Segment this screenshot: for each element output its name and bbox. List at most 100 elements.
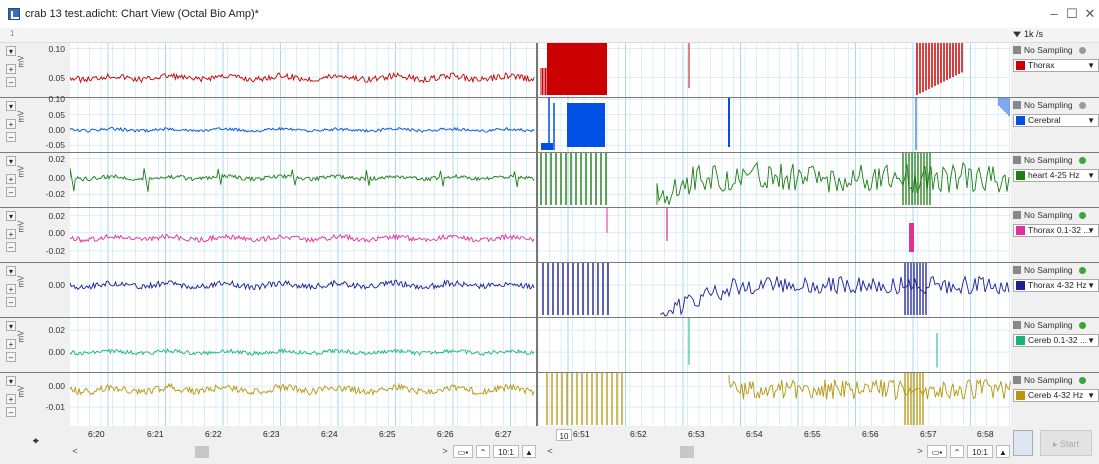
- chevron-down-icon: ▼: [1087, 116, 1095, 125]
- zoom-in-scale-button[interactable]: +: [6, 229, 16, 239]
- sampling-select[interactable]: No Sampling: [1013, 45, 1099, 57]
- status-indicator-icon: [1078, 47, 1086, 54]
- lane-controls: ▾ + –: [6, 266, 19, 310]
- chevron-down-icon: [1013, 31, 1021, 38]
- zoom-out-scale-button[interactable]: –: [6, 187, 16, 197]
- status-indicator-icon: [1078, 267, 1086, 274]
- maximize-button[interactable]: ☐: [1066, 6, 1078, 21]
- fit-view-icon[interactable]: ▭▪: [453, 445, 473, 458]
- y-tick-label: 0.00: [48, 172, 65, 183]
- page-number: 1: [10, 29, 15, 38]
- chevron-down-icon[interactable]: ▾: [6, 156, 16, 166]
- chevron-down-icon: ▼: [1087, 171, 1095, 180]
- chevron-down-icon[interactable]: ▾: [6, 101, 16, 111]
- channel-color-swatch: [1016, 116, 1025, 125]
- sampling-select[interactable]: No Sampling: [1013, 210, 1099, 222]
- y-tick-label: 0.00: [48, 227, 65, 238]
- scroll-right-icon-2[interactable]: >: [917, 446, 923, 456]
- zoom-out-icon[interactable]: ⌃: [476, 445, 490, 458]
- zoom-in-scale-button[interactable]: +: [6, 174, 16, 184]
- channel-select-thorax-01-32[interactable]: Thorax 0.1-32 ... ▼: [1013, 224, 1099, 237]
- start-button[interactable]: ▸ Start: [1040, 430, 1092, 456]
- sampling-label: No Sampling: [1024, 100, 1073, 110]
- fit-view-icon-2[interactable]: ▭▪: [927, 445, 947, 458]
- trace-plot-thorax-01-32[interactable]: [70, 208, 1011, 262]
- time-tick-label: 6:54: [746, 429, 763, 439]
- chevron-down-icon[interactable]: ▾: [6, 46, 16, 56]
- channel-select-cereb-4-32[interactable]: Cereb 4-32 Hz ▼: [1013, 389, 1099, 402]
- lane-controls: ▾ + –: [6, 321, 19, 365]
- sample-rate-select[interactable]: 1k /s: [1013, 29, 1043, 39]
- channel-select-heart[interactable]: heart 4-25 Hz ▼: [1013, 169, 1099, 182]
- chevron-down-icon[interactable]: ▾: [6, 211, 16, 221]
- channel-settings: No Sampling heart 4-25 Hz ▼: [1013, 155, 1099, 182]
- zoom-ratio-left[interactable]: 10:1: [493, 445, 519, 458]
- status-indicator-icon: [1078, 212, 1086, 219]
- channel-select-thorax[interactable]: Thorax ▼: [1013, 59, 1099, 72]
- chevron-down-icon[interactable]: ▾: [6, 266, 16, 276]
- zoom-out-scale-button[interactable]: –: [6, 352, 16, 362]
- trace-plot-cerebral[interactable]: [70, 98, 1011, 152]
- zoom-out-scale-button[interactable]: –: [6, 297, 16, 307]
- trace-plot-cereb-01-32[interactable]: [70, 318, 1011, 372]
- time-tick-label: 6:22: [205, 429, 222, 439]
- start-label: Start: [1060, 439, 1080, 449]
- sampling-select[interactable]: No Sampling: [1013, 375, 1099, 387]
- chevron-down-icon[interactable]: ▾: [6, 376, 16, 386]
- trace-plot-heart[interactable]: [70, 153, 1011, 207]
- zoom-out-scale-button[interactable]: –: [6, 407, 16, 417]
- y-tick-label: 0.00: [48, 124, 65, 135]
- dropdown-icon: [1013, 46, 1021, 54]
- channel-name: Thorax 0.1-32 ...: [1028, 225, 1091, 235]
- scroll-thumb-right[interactable]: [680, 446, 694, 458]
- channel-select-thorax-4-32[interactable]: Thorax 4-32 Hz ▼: [1013, 279, 1099, 292]
- scroll-thumb-left[interactable]: [195, 446, 209, 458]
- scroll-right-icon[interactable]: >: [442, 446, 448, 456]
- chevron-down-icon: ▼: [1087, 336, 1095, 345]
- trace-plot-thorax[interactable]: [70, 43, 1011, 97]
- dropdown-icon: [1013, 376, 1021, 384]
- sampling-select[interactable]: No Sampling: [1013, 100, 1099, 112]
- zoom-out-scale-button[interactable]: –: [6, 132, 16, 142]
- sampling-label: No Sampling: [1024, 265, 1073, 275]
- sampling-select[interactable]: No Sampling: [1013, 320, 1099, 332]
- marker-icon[interactable]: ⌖: [33, 436, 39, 447]
- channel-settings: No Sampling Cerebral ▼: [1013, 100, 1099, 127]
- zoom-out-scale-button[interactable]: –: [6, 77, 16, 87]
- sampling-select[interactable]: No Sampling: [1013, 265, 1099, 277]
- sampling-label: No Sampling: [1024, 45, 1073, 55]
- time-tick-label: 6:20: [88, 429, 105, 439]
- zoom-in-scale-button[interactable]: +: [6, 64, 16, 74]
- zoom-in-scale-button[interactable]: +: [6, 339, 16, 349]
- lane-controls: ▾ + –: [6, 376, 19, 420]
- minimize-button[interactable]: –: [1050, 6, 1058, 21]
- scroll-left-icon-2[interactable]: <: [547, 446, 553, 456]
- scroll-left-icon[interactable]: <: [72, 446, 78, 456]
- channel-color-swatch: [1016, 61, 1025, 70]
- time-marker-box[interactable]: 10: [556, 429, 572, 441]
- zoom-in-scale-button[interactable]: +: [6, 394, 16, 404]
- zoom-ratio-right[interactable]: 10:1: [967, 445, 993, 458]
- zoom-out-icon-2[interactable]: ⌃: [950, 445, 964, 458]
- channel-color-swatch: [1016, 226, 1025, 235]
- dropdown-icon: [1013, 101, 1021, 109]
- channel-select-cereb-01-32[interactable]: Cereb 0.1-32 ... ▼: [1013, 334, 1099, 347]
- zoom-in-icon-2[interactable]: ▲: [996, 445, 1010, 458]
- zoom-in-scale-button[interactable]: +: [6, 119, 16, 129]
- channel-select-cerebral[interactable]: Cerebral ▼: [1013, 114, 1099, 127]
- y-tick-label: -0.02: [45, 245, 65, 256]
- chevron-down-icon[interactable]: ▾: [6, 321, 16, 331]
- control-panel-icon[interactable]: [1013, 430, 1033, 456]
- zoom-in-scale-button[interactable]: +: [6, 284, 16, 294]
- sampling-select[interactable]: No Sampling: [1013, 155, 1099, 167]
- zoom-in-icon[interactable]: ▲: [522, 445, 536, 458]
- channel-color-swatch: [1016, 391, 1025, 400]
- status-indicator-icon: [1078, 157, 1086, 164]
- trace-plot-thorax-4-32[interactable]: [70, 263, 1011, 317]
- time-tick-label: 6:56: [862, 429, 879, 439]
- zoom-out-scale-button[interactable]: –: [6, 242, 16, 252]
- close-button[interactable]: ✕: [1084, 6, 1096, 21]
- trace-plot-cereb-4-32[interactable]: [70, 373, 1011, 427]
- y-tick-label: 0.10: [48, 94, 65, 105]
- channel-lane-thorax-4-32: ▾ + – mV 0.00 No Sampling Thorax 4-32 Hz ▼: [0, 263, 1099, 318]
